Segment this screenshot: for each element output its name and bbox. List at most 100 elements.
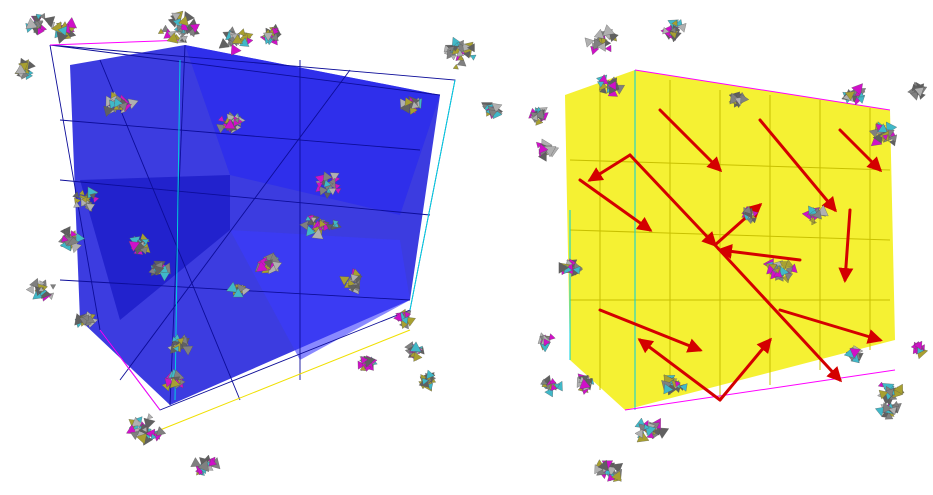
polyhedron: [15, 64, 27, 74]
polyhedron-cluster: [148, 260, 171, 282]
polyhedron: [458, 39, 464, 47]
polyhedron-cluster: [843, 345, 864, 364]
polyhedron: [332, 219, 339, 227]
polyhedron-cluster: [103, 91, 139, 117]
polyhedron: [579, 378, 591, 390]
polyhedron: [884, 411, 894, 420]
polyhedron-cluster: [540, 374, 563, 398]
polyhedron: [57, 25, 68, 36]
polyhedron: [310, 217, 317, 223]
polyhedron: [531, 114, 539, 122]
polyhedron: [148, 266, 156, 275]
polyhedron-cluster: [404, 341, 425, 362]
polyhedron: [237, 28, 246, 37]
polyhedron: [323, 192, 331, 199]
polyhedron: [447, 46, 455, 53]
polyhedron: [605, 39, 612, 47]
polyhedron: [73, 201, 81, 208]
polyhedron: [882, 134, 889, 141]
polyhedron: [110, 91, 118, 99]
polyhedron: [150, 433, 157, 440]
polyhedron: [35, 13, 42, 20]
polyhedron: [773, 269, 783, 278]
polyhedron: [166, 32, 179, 44]
polyhedron: [674, 380, 681, 388]
arrow: [598, 308, 703, 353]
arrow: [717, 244, 802, 262]
polyhedron: [197, 459, 209, 472]
polyhedron: [399, 102, 410, 114]
polyhedron: [141, 426, 147, 433]
polyhedron: [118, 102, 128, 112]
polyhedron: [404, 97, 413, 107]
polyhedron: [877, 123, 888, 133]
polyhedron: [239, 37, 250, 47]
polyhedron: [25, 285, 34, 294]
polyhedron: [643, 423, 650, 430]
polyhedron: [893, 383, 903, 395]
arrow: [637, 338, 722, 402]
polyhedron: [611, 470, 622, 482]
polyhedron-cluster: [728, 91, 750, 108]
polyhedron-cluster: [660, 19, 687, 43]
polyhedron: [548, 333, 556, 341]
polyhedron-cluster: [339, 268, 363, 295]
polyhedron: [606, 466, 618, 476]
polyhedron-cluster: [841, 83, 867, 106]
edge: [99, 329, 161, 411]
polyhedron: [176, 337, 185, 345]
yellow-cube: [565, 69, 896, 411]
polyhedron: [103, 105, 115, 117]
arrow: [718, 337, 772, 402]
polyhedron: [272, 261, 283, 271]
polyhedron: [456, 57, 467, 67]
polyhedron: [322, 171, 333, 182]
polyhedron: [136, 433, 148, 445]
polyhedron: [305, 215, 311, 221]
polyhedron-cluster: [528, 106, 549, 126]
polyhedron: [75, 232, 86, 244]
polyhedron-cluster: [537, 332, 556, 353]
polyhedron: [671, 19, 678, 27]
polyhedron: [851, 83, 863, 96]
polyhedron: [29, 278, 40, 289]
polyhedron: [914, 87, 925, 97]
polyhedron: [159, 271, 170, 282]
polyhedron-cluster: [72, 186, 100, 212]
polyhedron-cluster: [314, 171, 342, 199]
polyhedron: [348, 285, 357, 293]
arrow: [628, 153, 718, 248]
polyhedron: [328, 187, 337, 196]
polyhedron: [604, 44, 612, 53]
polyhedron: [450, 54, 457, 61]
polyhedron: [230, 44, 242, 56]
arrow: [578, 178, 653, 232]
polyhedron-cluster: [126, 413, 167, 446]
polyhedron-cluster: [594, 459, 624, 483]
polyhedron-cluster: [51, 17, 77, 44]
polyhedron: [652, 427, 660, 436]
edge: [159, 329, 411, 431]
polyhedron: [584, 37, 595, 48]
polyhedron: [409, 341, 422, 352]
polyhedron-cluster: [596, 74, 625, 97]
polyhedron: [169, 377, 181, 389]
polyhedron: [350, 273, 359, 283]
polyhedron-cluster: [254, 252, 283, 275]
edge: [624, 369, 896, 411]
polyhedron: [467, 43, 475, 53]
polyhedron: [869, 128, 879, 138]
polyhedron: [743, 205, 752, 215]
polyhedron: [190, 457, 202, 467]
polyhedron: [597, 81, 605, 88]
polyhedron: [482, 103, 488, 110]
polyhedron: [85, 203, 96, 212]
polyhedron: [89, 192, 96, 200]
blue-cube: [49, 39, 456, 431]
polyhedron: [812, 209, 822, 220]
polyhedron-cluster: [218, 26, 254, 56]
polyhedron: [263, 259, 273, 269]
polyhedron: [25, 17, 38, 30]
polyhedron: [607, 80, 617, 91]
arrow: [713, 243, 843, 383]
